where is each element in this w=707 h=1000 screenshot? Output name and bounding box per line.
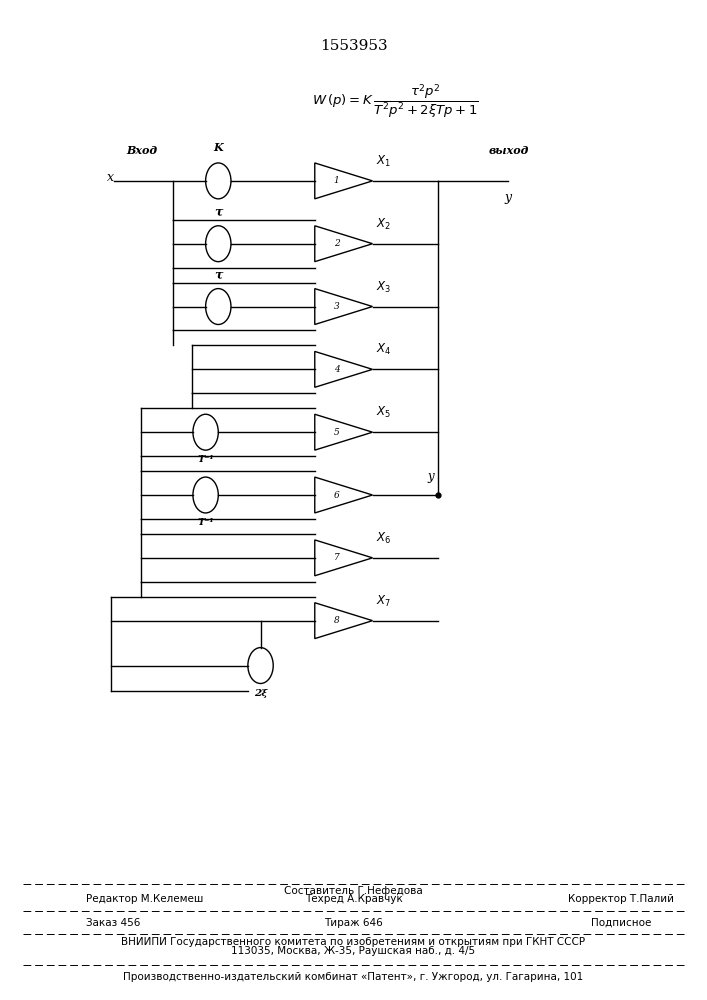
- Text: 6: 6: [334, 491, 339, 500]
- Text: 2: 2: [334, 239, 339, 248]
- Text: 7: 7: [334, 553, 339, 562]
- Text: Вход: Вход: [127, 145, 158, 156]
- Text: 113035, Москва, Ж-35, Раушская наб., д. 4/5: 113035, Москва, Ж-35, Раушская наб., д. …: [231, 946, 476, 956]
- Text: K: K: [214, 142, 223, 153]
- Text: Редактор М.Келемеш: Редактор М.Келемеш: [86, 894, 204, 904]
- Text: T⁻¹: T⁻¹: [197, 455, 214, 464]
- Text: 5: 5: [334, 428, 339, 437]
- Text: 1553953: 1553953: [320, 39, 387, 53]
- Text: Корректор Т.Палий: Корректор Т.Палий: [568, 894, 674, 904]
- Text: 4: 4: [334, 365, 339, 374]
- Text: τ: τ: [214, 206, 223, 219]
- Text: $X_1$: $X_1$: [376, 154, 391, 169]
- Text: $X_7$: $X_7$: [376, 594, 391, 609]
- Text: 1: 1: [334, 176, 339, 185]
- Text: $X_5$: $X_5$: [376, 405, 391, 420]
- Text: 8: 8: [334, 616, 339, 625]
- Text: 3: 3: [334, 302, 339, 311]
- Text: Тираж 646: Тираж 646: [324, 918, 383, 928]
- Text: Составитель Г.Нефедова: Составитель Г.Нефедова: [284, 886, 423, 896]
- Text: $X_4$: $X_4$: [376, 342, 392, 357]
- Text: Подписное: Подписное: [591, 918, 651, 928]
- Text: Техред А.Кравчук: Техред А.Кравчук: [305, 894, 402, 904]
- Text: y: y: [505, 191, 512, 204]
- Text: x: x: [107, 171, 114, 184]
- Text: $X_2$: $X_2$: [376, 217, 391, 232]
- Text: Заказ 456: Заказ 456: [86, 918, 140, 928]
- Text: $X_3$: $X_3$: [376, 279, 391, 295]
- Text: $X_6$: $X_6$: [376, 531, 392, 546]
- Text: 2ξ: 2ξ: [254, 689, 267, 698]
- Text: T⁻¹: T⁻¹: [197, 518, 214, 527]
- Text: выход: выход: [489, 145, 529, 156]
- Text: Производственно-издательский комбинат «Патент», г. Ужгород, ул. Гагарина, 101: Производственно-издательский комбинат «П…: [124, 972, 583, 982]
- Text: $W\,(p)=K\,\dfrac{\tau^2p^2}{T^2p^2+2\xi Tp+1}$: $W\,(p)=K\,\dfrac{\tau^2p^2}{T^2p^2+2\xi…: [312, 82, 479, 120]
- Text: τ: τ: [214, 269, 223, 282]
- Text: ВНИИПИ Государственного комитета по изобретениям и открытиям при ГКНТ СССР: ВНИИПИ Государственного комитета по изоб…: [122, 937, 585, 947]
- Text: y: y: [428, 470, 435, 483]
